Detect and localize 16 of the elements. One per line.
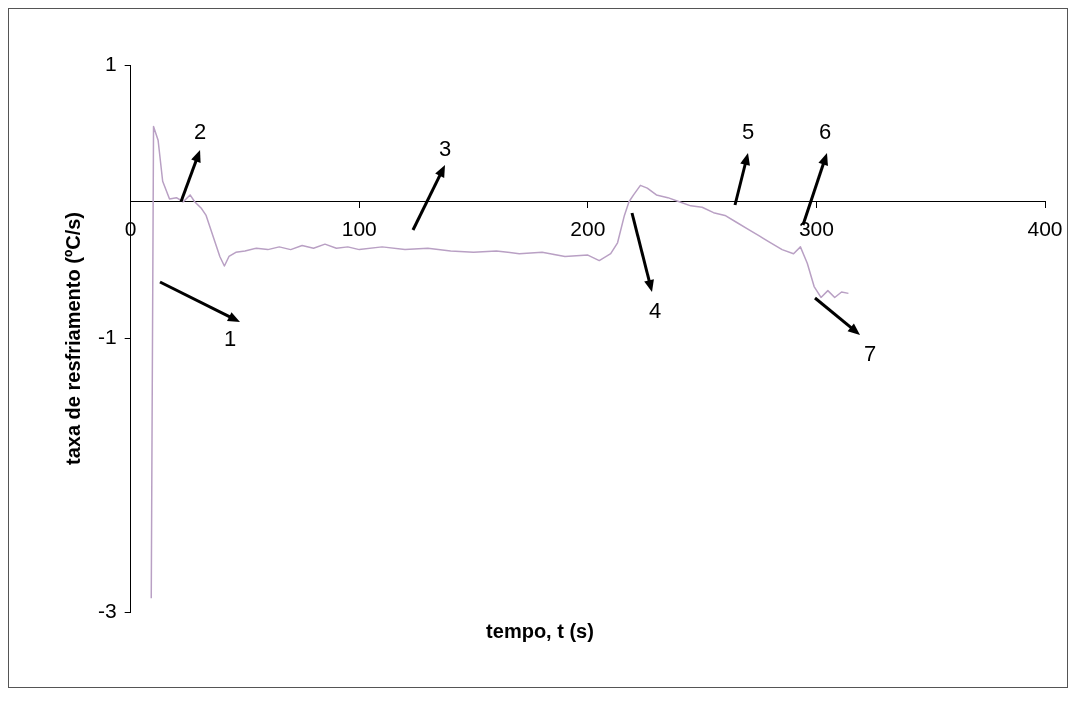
annotation: 7: [863, 341, 877, 367]
x-tick-label: 400: [1027, 217, 1063, 241]
annotation: 2: [193, 119, 207, 145]
y-tick-label: -1: [97, 325, 117, 349]
x-tick-label: 200: [570, 217, 606, 241]
annotation: 3: [438, 136, 452, 162]
y-tick-label: 1: [104, 51, 117, 75]
x-tick-label: 300: [798, 217, 834, 241]
y-axis-title: taxa de resfriamento (ºC/s): [61, 212, 84, 465]
annotation: 1: [223, 326, 237, 352]
x-tick-label: 100: [341, 217, 377, 241]
annotation: 4: [648, 298, 662, 324]
annotation: 5: [741, 119, 755, 145]
x-axis-title: tempo, t (s): [485, 620, 595, 643]
annotation: 6: [818, 119, 832, 145]
y-tick-label: -3: [97, 598, 117, 622]
